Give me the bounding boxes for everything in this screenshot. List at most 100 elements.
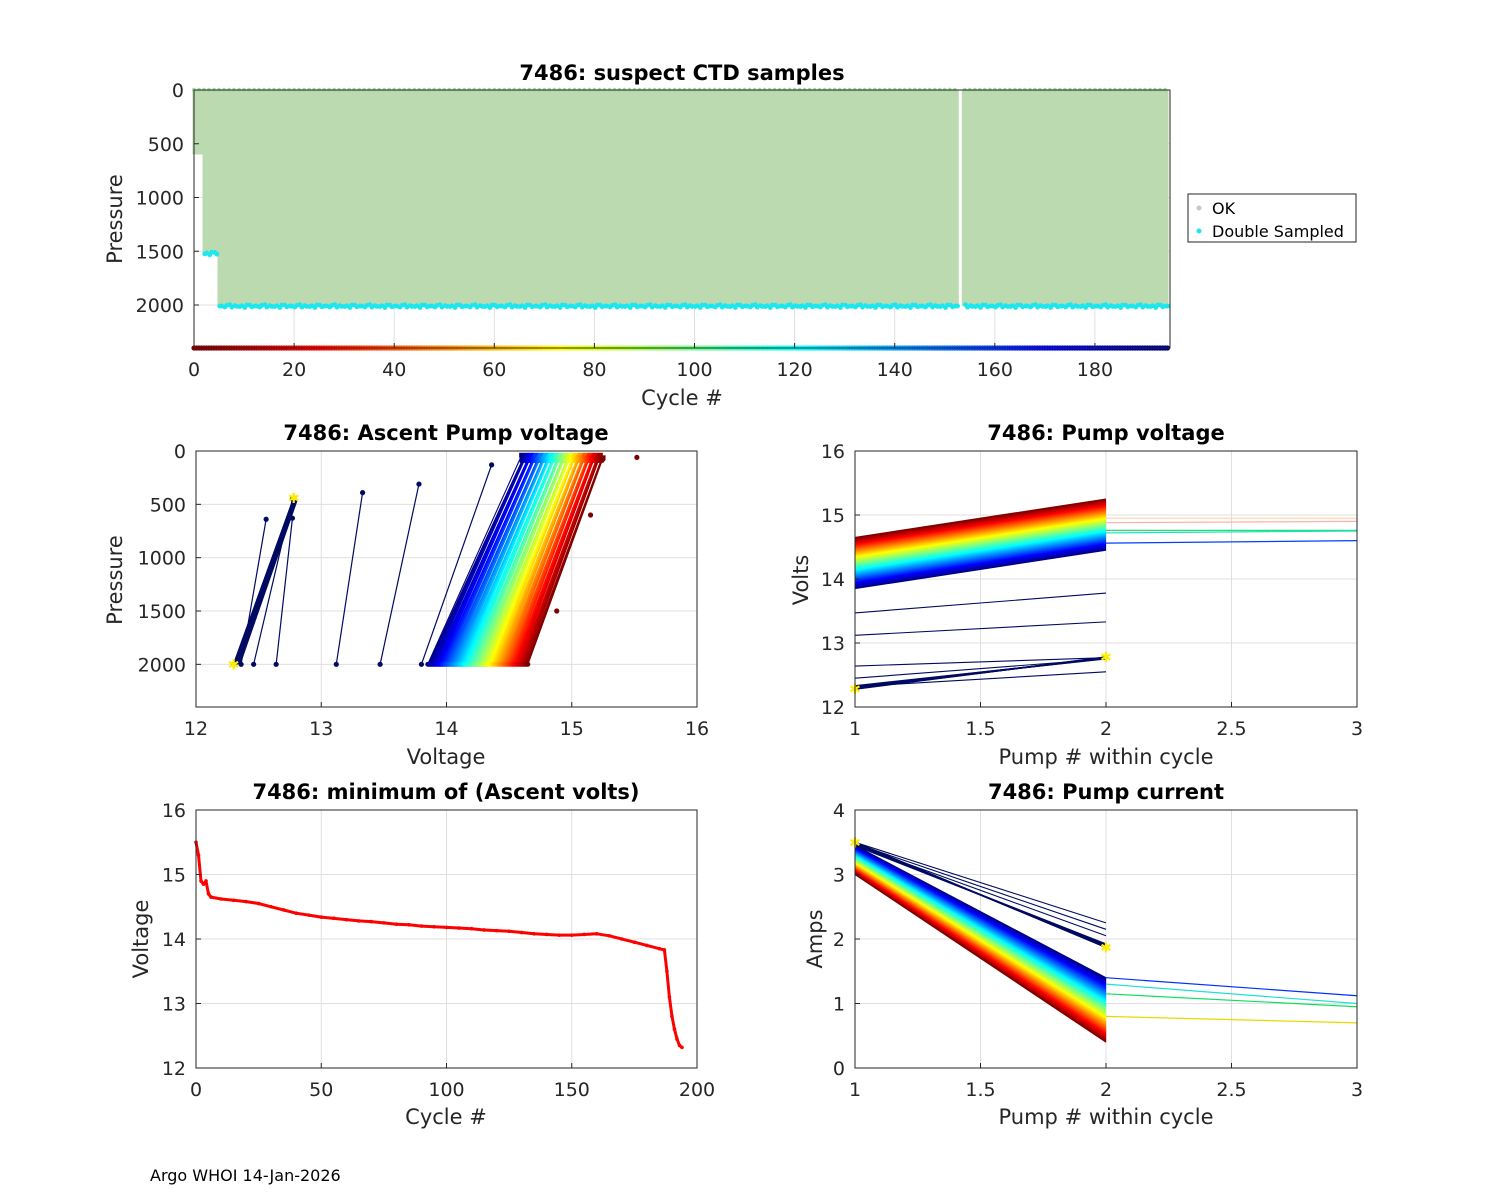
pumpv-ytick-label: 14 <box>821 569 845 591</box>
minvolts-ytick-label: 16 <box>162 800 186 822</box>
ascent-shallow-point <box>528 452 534 458</box>
min-volts-point <box>231 898 236 903</box>
ascent-cycle-line <box>499 455 582 665</box>
min-volts-point <box>209 895 213 899</box>
ascent-outlier-point <box>554 608 560 614</box>
ascent-cycle-line <box>475 455 562 665</box>
min-volts-point <box>595 932 599 936</box>
minvolts-xtick-label: 100 <box>428 1079 464 1101</box>
min-volts-point <box>294 911 299 915</box>
legend-double-sampled-marker <box>1196 228 1202 234</box>
ascent-cycle-line <box>527 457 604 665</box>
ascent-early-point <box>273 661 279 667</box>
pumpv-ylabel: Volts <box>789 555 813 606</box>
ascent-early-point <box>377 661 383 667</box>
min-volts-point <box>204 879 208 883</box>
ascent-early-point <box>359 490 366 496</box>
min-volts-point <box>344 917 349 922</box>
pumpv-third-pump-line <box>1105 530 1358 534</box>
pumpc-title: 7486: Pump current <box>988 780 1224 804</box>
min-volts-point <box>657 946 662 951</box>
ascent-shallow-point <box>587 452 593 458</box>
ascent-xtick-label: 14 <box>434 718 458 740</box>
pumpv-early-line <box>854 657 1107 667</box>
ctd-xtick-label: 140 <box>877 359 913 381</box>
ascent-cycle-line <box>517 455 596 665</box>
min-volts-point <box>219 897 223 901</box>
minvolts-xtick-label: 150 <box>554 1079 590 1101</box>
ascent-cycle-line <box>457 455 547 665</box>
pumpc-xtick-label: 1 <box>849 1079 861 1101</box>
ascent-early-point <box>333 661 339 667</box>
pumpv-xlabel: Pump # within cycle <box>999 745 1214 769</box>
ascent-early-line <box>335 492 364 665</box>
pumpv-title: 7486: Pump voltage <box>987 421 1225 445</box>
ascent-cycle-line <box>481 455 567 665</box>
ctd-xtick-label: 40 <box>382 359 406 381</box>
ctd-samples-panel: 0 20 40 60 80 100 120 140 160 180 0 500 1000 1500 2000… <box>103 61 1357 410</box>
ascent-cycle-line <box>439 455 532 665</box>
ascent-cycle-line <box>463 455 552 665</box>
ascent-highlight-star: ✱ <box>288 491 300 507</box>
min-volts-point <box>244 899 248 904</box>
ascent-cycle-line <box>433 455 528 665</box>
min-volts-point <box>444 925 449 930</box>
min-volts-point <box>675 1037 679 1041</box>
ok-samples-region <box>202 90 218 254</box>
missing-cycle-gap <box>958 90 962 310</box>
ctd-xtick-label: 100 <box>676 359 712 381</box>
min-volts-point <box>201 882 206 886</box>
ctd-legend[interactable]: OK Double Sampled <box>1187 193 1357 243</box>
pumpv-third-pump-line <box>1105 540 1358 544</box>
min-volts-point <box>357 919 361 923</box>
ok-samples-region <box>217 90 1169 307</box>
min-volts-point <box>432 924 436 929</box>
footer-credit: Argo WHOI 14-Jan-2026 <box>150 1166 341 1185</box>
ok-samples-region <box>192 90 203 155</box>
min-volts-point <box>419 924 424 928</box>
ascent-shallow-point <box>553 452 559 458</box>
ascent-early-line <box>234 498 295 665</box>
minvolts-ytick-label: 15 <box>162 865 186 887</box>
pumpv-xtick-label: 2.5 <box>1216 718 1246 740</box>
ascent-axes-box <box>195 450 698 708</box>
pumpv-xtick-label: 1 <box>849 718 861 740</box>
ctd-xtick-label: 0 <box>188 359 200 381</box>
ascent-shallow-point <box>600 455 606 461</box>
ascent-shallow-point <box>583 452 589 458</box>
min-volts-point <box>544 932 549 937</box>
ascent-early-line <box>379 483 420 665</box>
pumpc-third-pump-line <box>1105 1015 1358 1024</box>
pumpc-ylabel: Amps <box>803 909 827 968</box>
ascent-cycle-line <box>505 455 587 665</box>
pumpv-ytick-label: 12 <box>821 697 845 719</box>
min-volts-point <box>494 928 499 933</box>
ascent-ytick-label: 0 <box>174 441 186 463</box>
min-volts-point <box>662 948 667 952</box>
ascent-title: 7486: Ascent Pump voltage <box>283 421 608 445</box>
min-volts-point <box>319 915 324 919</box>
pumpv-ytick-label: 16 <box>821 441 845 463</box>
ascent-xlabel: Voltage <box>407 745 486 769</box>
ascent-shallow-point <box>558 452 564 458</box>
ascent-shallow-point <box>519 452 525 458</box>
ascent-ytick-label: 500 <box>150 494 186 516</box>
min-volts-point <box>557 933 562 937</box>
ctd-ylabel: Pressure <box>103 174 127 264</box>
pumpc-xtick-label: 3 <box>1351 1079 1363 1101</box>
pumpc-xtick-label: 1.5 <box>965 1079 995 1101</box>
legend-ok-label: OK <box>1212 199 1236 218</box>
ascent-cycle-line <box>524 455 601 665</box>
ascent-cycle-line <box>469 455 557 665</box>
pumpv-early-line <box>854 621 1107 636</box>
pumpc-ytick-label: 4 <box>833 800 845 822</box>
minvolts-xtick-label: 200 <box>679 1079 715 1101</box>
min-volts-point <box>382 921 386 925</box>
legend-double-sampled-label: Double Sampled <box>1212 222 1344 241</box>
min-volts-point <box>672 1027 677 1032</box>
ascent-early-line <box>236 499 297 665</box>
min-volts-point <box>457 926 461 930</box>
min-volts-point <box>306 913 311 917</box>
